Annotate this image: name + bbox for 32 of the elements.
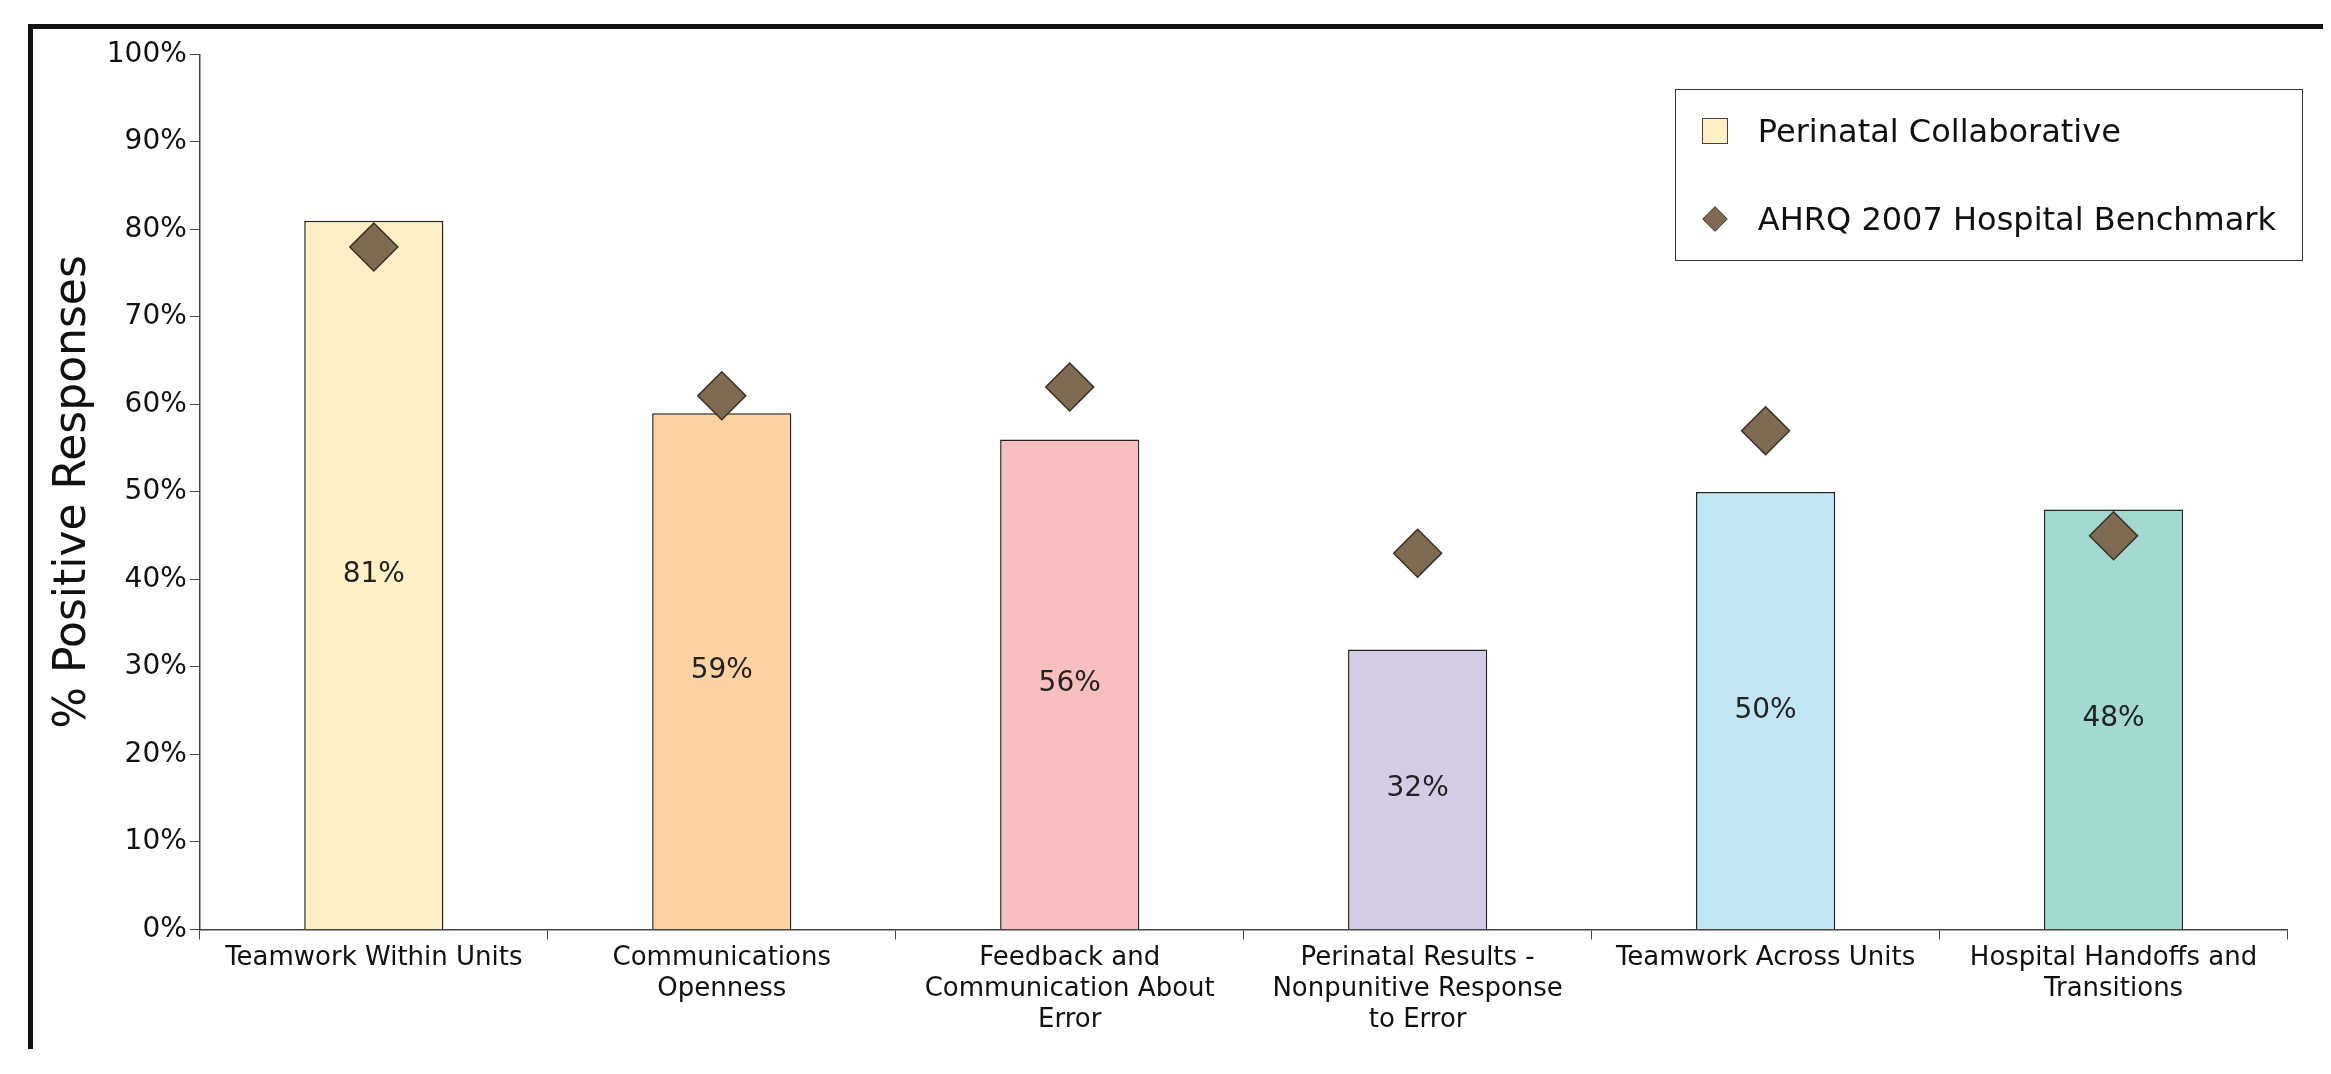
y-tick-label: 30%	[124, 648, 187, 682]
data-label: 59%	[690, 652, 753, 686]
y-tick-label: 80%	[124, 210, 187, 244]
point	[1044, 362, 1095, 412]
x-tick-label: Communications Openness	[612, 940, 831, 1002]
y-tick-label: 100%	[106, 35, 187, 69]
y-tick-label: 40%	[124, 560, 187, 594]
point	[697, 370, 747, 421]
x-tick-label: Teamwork Within Units	[224, 940, 523, 971]
y-tick-label: 10%	[124, 823, 187, 857]
x-tick-label: Teamwork Across Units	[1614, 940, 1916, 971]
x-tick-label: Hospital Handoffs and Transitions	[1969, 940, 2258, 1002]
x-tick-label: Feedback and Communication About Error	[924, 940, 1215, 1034]
point	[1740, 405, 1791, 456]
y-tick-label: 70%	[124, 298, 187, 332]
point	[349, 222, 399, 272]
point	[2088, 510, 2139, 561]
y-tick-label: 50%	[124, 473, 187, 507]
data-label: 81%	[342, 556, 405, 590]
point	[1392, 528, 1443, 578]
legend-label: AHRQ 2007 Hospital Benchmark	[1757, 200, 2276, 238]
x-tick-label: Perinatal Results - Nonpunitive Response to Error	[1272, 940, 1563, 1034]
y-tick-label: 20%	[124, 735, 187, 769]
y-tick-label: 90%	[124, 123, 187, 157]
data-label: 48%	[2082, 700, 2145, 734]
data-label: 50%	[1734, 691, 1797, 725]
y-axis-title: % Positive Responses	[43, 255, 95, 729]
y-tick-label: 60%	[124, 385, 187, 419]
data-label: 56%	[1038, 665, 1101, 699]
legend-label: Perinatal Collaborative	[1757, 112, 2121, 150]
y-tick-label: 0%	[142, 910, 187, 944]
data-label: 32%	[1386, 770, 1449, 804]
